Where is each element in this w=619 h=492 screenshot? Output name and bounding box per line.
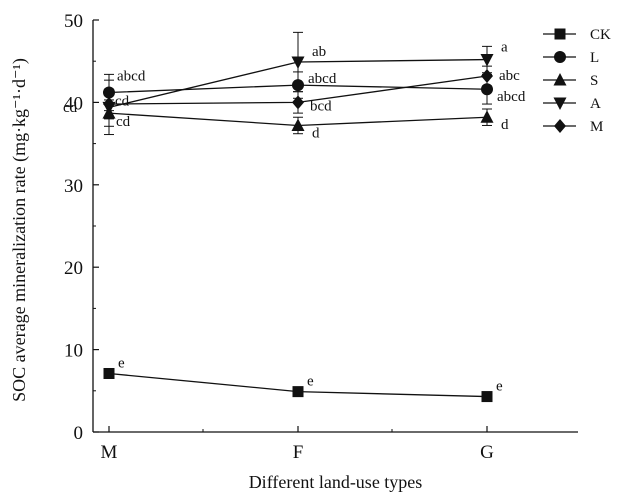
legend-marker-M: [554, 119, 566, 133]
data-label: e: [118, 355, 125, 371]
x-tick-label: M: [101, 442, 118, 463]
x-tick-label: F: [293, 442, 304, 463]
data-label: abcd: [117, 69, 146, 85]
data-label: ab: [312, 44, 326, 60]
point-S: [480, 110, 494, 123]
data-label: bcd: [310, 98, 332, 114]
legend-marker-S: [553, 73, 567, 86]
data-label: abcd: [308, 71, 337, 87]
point-CK: [103, 367, 115, 379]
point-CK: [292, 386, 304, 398]
legend-label-M: M: [590, 119, 603, 135]
point-A: [480, 54, 494, 67]
legend-label-CK: CK: [590, 27, 611, 43]
y-tick-label: 10: [64, 341, 83, 362]
data-label: e: [307, 374, 314, 390]
y-tick-label: 40: [64, 93, 83, 114]
legend-marker-L: [554, 51, 566, 63]
y-tick-label: 50: [64, 11, 83, 32]
legend-marker-A: [553, 97, 567, 110]
point-S: [291, 118, 305, 131]
point-CK: [481, 391, 493, 403]
legend-label-S: S: [590, 73, 598, 89]
legend-marker-CK: [554, 28, 566, 40]
axes: 0 10 20 30 40 50 M F G Different land-use types SO…: [9, 11, 578, 492]
point-M: [481, 69, 493, 84]
y-axis-title: SOC average mineralization rate (mg·kg⁻¹…: [9, 58, 30, 402]
x-tick-label: G: [480, 442, 494, 463]
legend-label-A: A: [590, 96, 601, 112]
data-label: a: [501, 40, 508, 56]
point-A: [291, 56, 305, 70]
point-labels: e e e abcd abcd abcd cd d d cd ab a cd bcd abc: [63, 40, 526, 395]
x-axis-title: Different land-use types: [249, 472, 423, 492]
legend-label-L: L: [590, 50, 599, 66]
data-label: cd: [115, 93, 130, 109]
data-label: abc: [499, 68, 520, 84]
y-tick-label: 0: [74, 423, 84, 444]
data-label: d: [501, 117, 509, 133]
y-tick-label: 30: [64, 176, 83, 197]
data-label: e: [496, 379, 503, 395]
data-label: cd: [63, 100, 78, 116]
y-tick-label: 20: [64, 258, 83, 279]
point-M: [103, 97, 115, 112]
data-label: cd: [116, 114, 131, 130]
point-M: [292, 95, 304, 110]
data-label: abcd: [497, 89, 526, 105]
data-label: d: [312, 125, 320, 141]
data-marks: [102, 31, 494, 403]
